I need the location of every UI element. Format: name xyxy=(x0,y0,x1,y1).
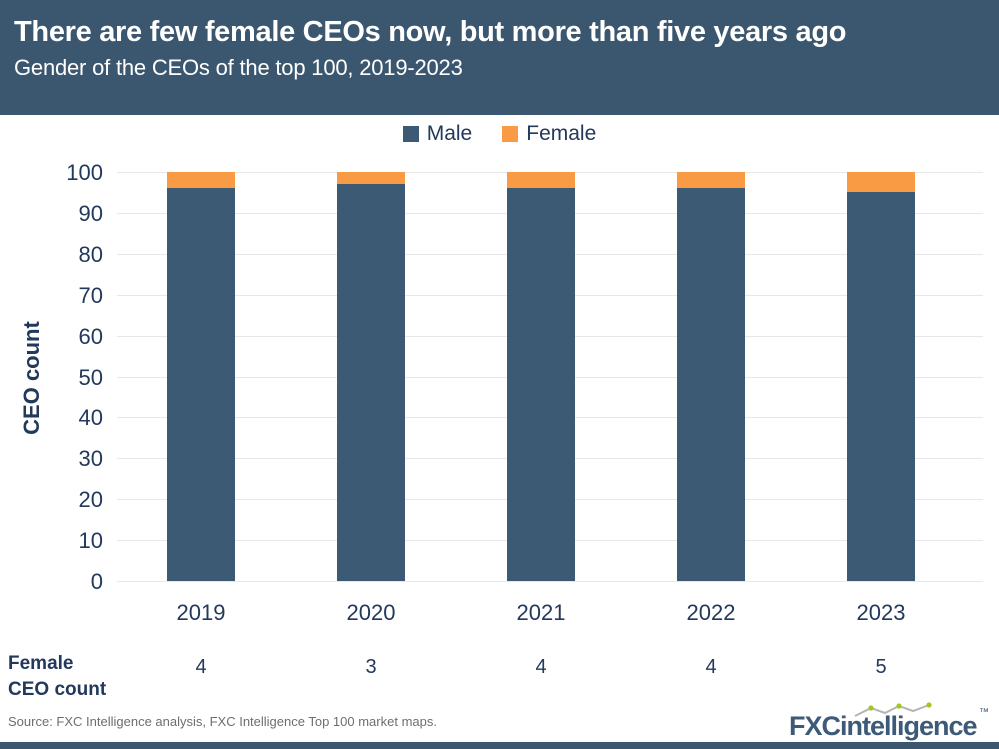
female-count-value: 5 xyxy=(875,656,887,678)
logo-sparkline-dot-icon xyxy=(896,703,902,709)
page-title: There are few female CEOs now, but more … xyxy=(14,16,847,48)
bar-segment-female-2022 xyxy=(677,172,745,189)
chart-legend: Male Female xyxy=(0,122,999,146)
legend-item-female: Female xyxy=(502,122,596,146)
female-count-value: 4 xyxy=(705,656,717,678)
page-subtitle: Gender of the CEOs of the top 100, 2019-… xyxy=(14,55,463,81)
y-axis-tick-label: 20 xyxy=(78,487,103,513)
bar-segment-male-2021 xyxy=(507,188,575,581)
legend-label: Female xyxy=(526,122,597,145)
fxc-intelligence-logo: FXCintelligence ™ xyxy=(789,702,989,741)
bar-segment-male-2023 xyxy=(847,192,915,581)
footer-bar xyxy=(0,742,999,749)
legend-swatch-icon xyxy=(502,126,519,142)
chart-header: There are few female CEOs now, but more … xyxy=(0,0,999,115)
female-count-value: 4 xyxy=(195,656,207,678)
y-axis-tick-label: 70 xyxy=(78,282,103,308)
y-axis-tick-label: 40 xyxy=(78,405,103,431)
legend-label: Male xyxy=(426,122,473,145)
bar-segment-male-2019 xyxy=(167,188,235,581)
x-axis-tick-label: 2020 xyxy=(346,600,396,625)
legend-item-male: Male xyxy=(402,122,473,146)
female-count-row-label-line2: CEO count xyxy=(8,679,107,700)
y-axis-tick-label: 10 xyxy=(78,528,103,554)
female-count-value: 3 xyxy=(365,656,377,678)
bar-segment-female-2023 xyxy=(847,172,915,193)
logo-sparkline-dot-icon xyxy=(868,705,874,711)
y-axis-tick-label: 0 xyxy=(90,569,103,594)
y-axis-label: CEO count xyxy=(19,321,44,435)
x-axis-tick-label: 2022 xyxy=(686,600,736,625)
bar-segment-male-2020 xyxy=(337,184,405,581)
legend-swatch-icon xyxy=(402,126,419,142)
logo-trademark: ™ xyxy=(979,707,989,718)
logo-sparkline-dot-icon xyxy=(926,702,932,708)
source-text: Source: FXC Intelligence analysis, FXC I… xyxy=(8,714,437,729)
female-count-row-label-line1: Female xyxy=(8,653,74,674)
bar-segment-female-2021 xyxy=(507,172,575,189)
x-axis-tick-label: 2021 xyxy=(516,600,566,625)
bar-segment-female-2019 xyxy=(167,172,235,189)
y-axis-tick-label: 90 xyxy=(78,200,103,226)
bar-segment-male-2022 xyxy=(677,188,745,581)
y-axis-tick-label: 100 xyxy=(66,160,103,185)
y-axis-tick-label: 50 xyxy=(78,364,103,390)
bar-segment-female-2020 xyxy=(337,172,405,185)
y-axis-tick-label: 80 xyxy=(78,241,103,267)
logo-sparkline-icon xyxy=(854,704,930,717)
y-axis-tick-label: 30 xyxy=(78,446,103,472)
x-axis-tick-label: 2023 xyxy=(856,600,906,625)
female-count-value: 4 xyxy=(535,656,547,678)
gridline xyxy=(117,581,983,582)
x-axis-tick-label: 2019 xyxy=(176,600,226,625)
logo-text: FXCintelligence xyxy=(789,711,978,741)
y-axis-tick-label: 60 xyxy=(78,323,103,349)
